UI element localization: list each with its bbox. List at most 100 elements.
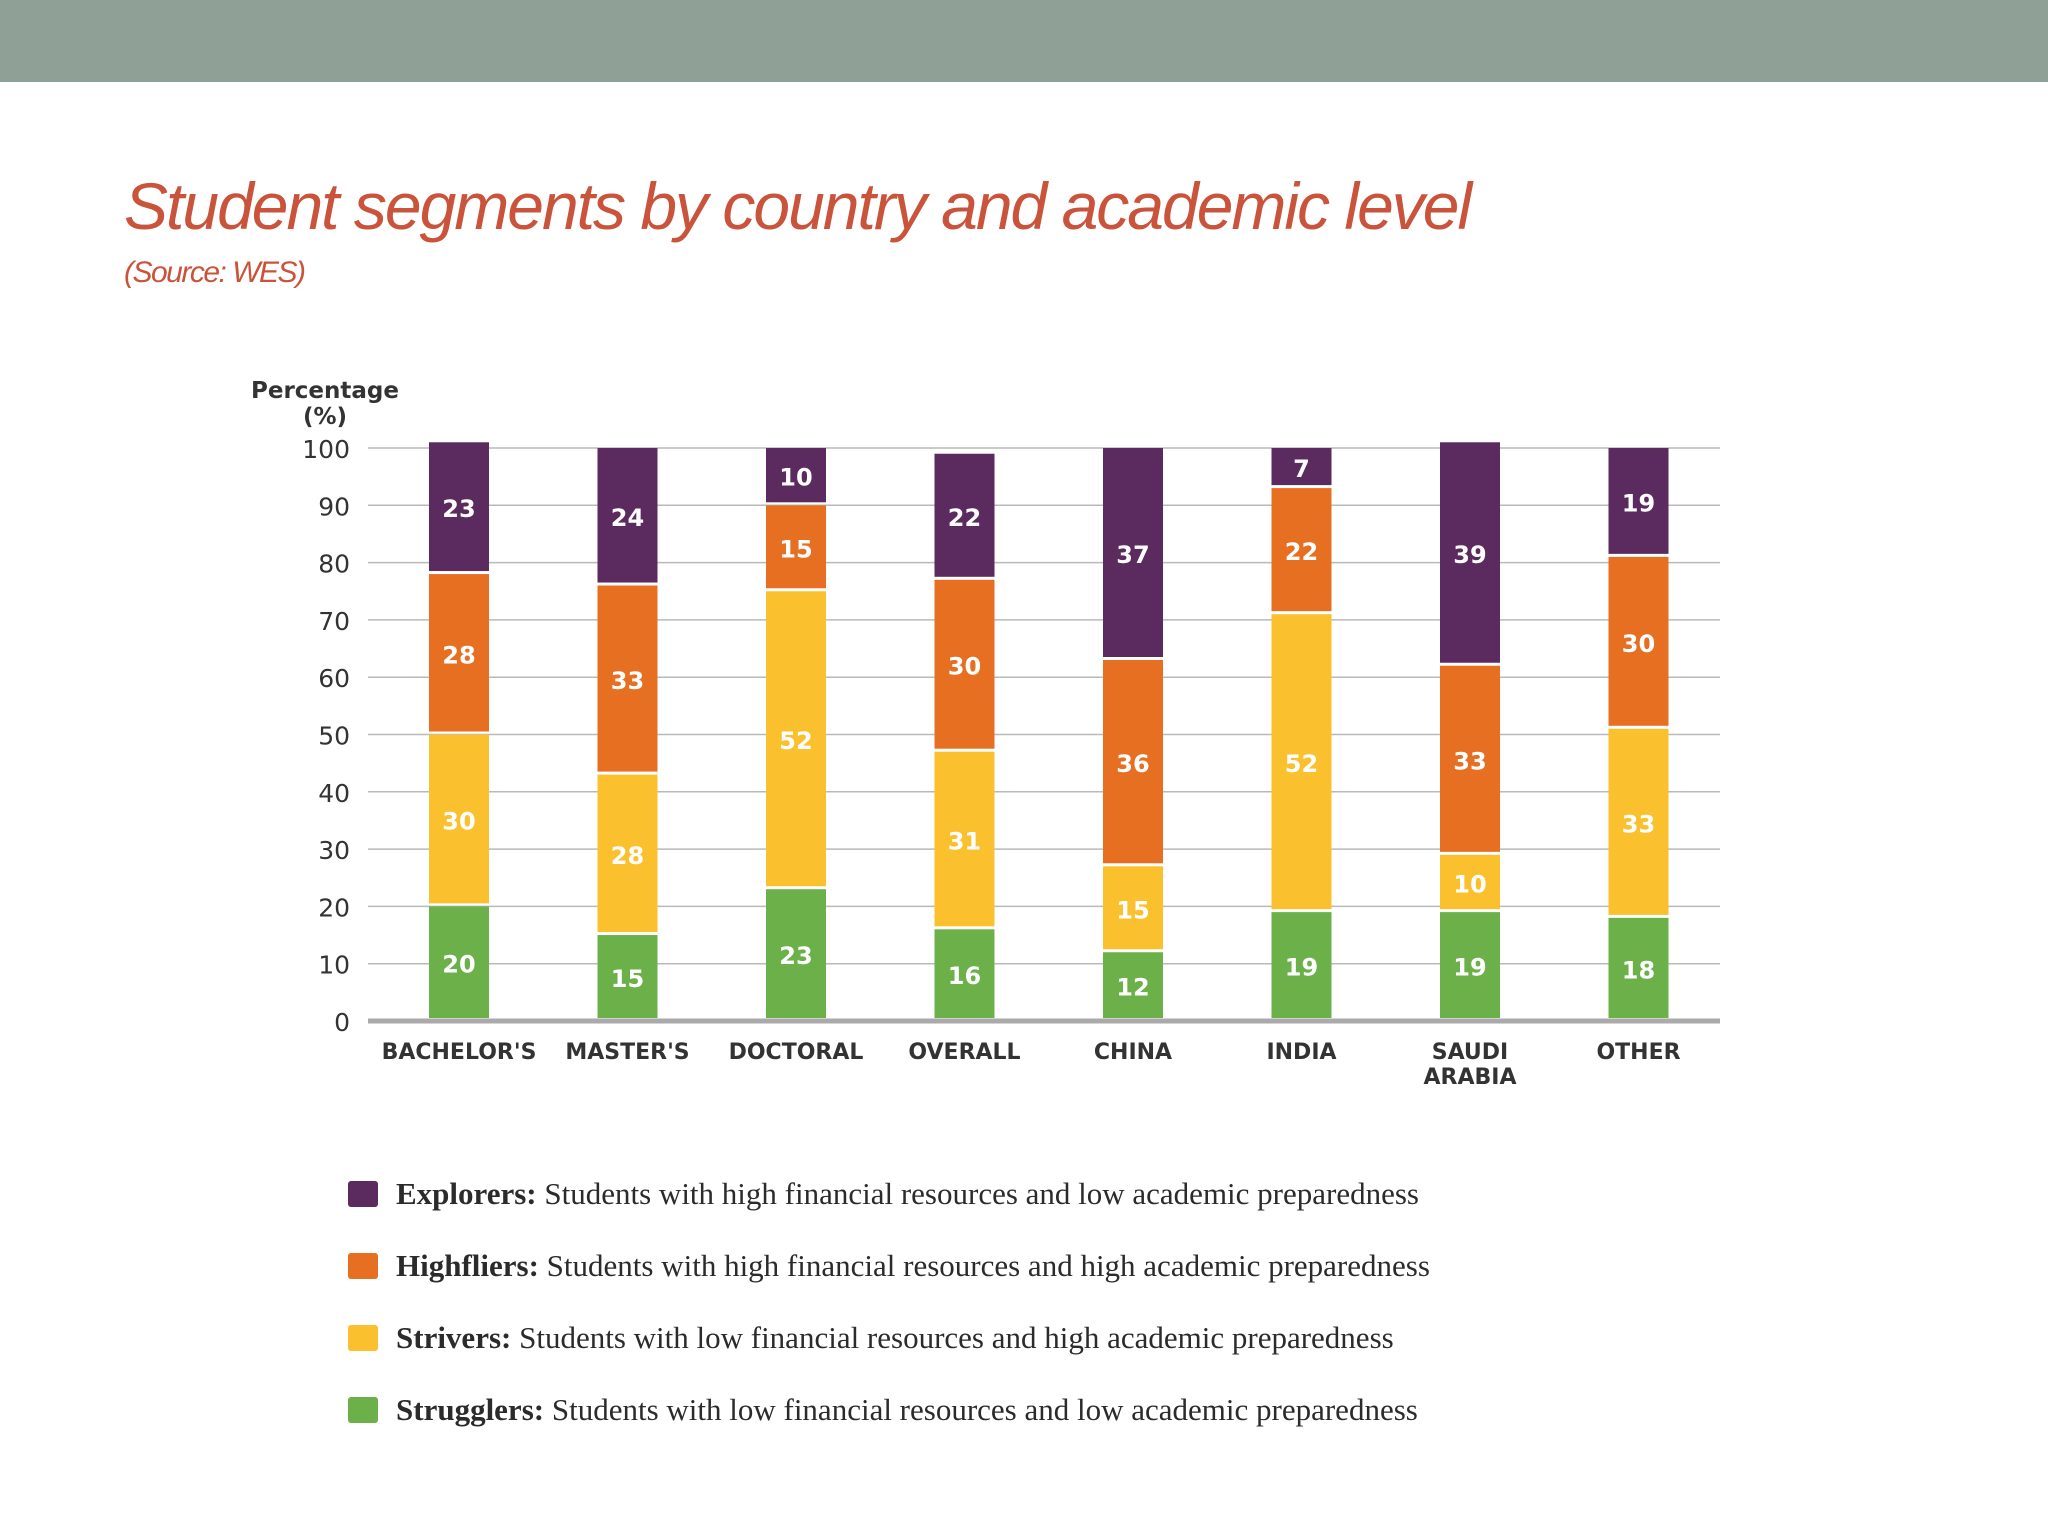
legend-desc-strivers: Students with low financial resources an… [519,1320,1394,1355]
data-label-strugglers-7: 18 [1622,956,1655,984]
y-axis-label-line-2: (%) [303,404,347,430]
data-label-strivers-6: 10 [1453,870,1486,898]
data-label-strugglers-5: 19 [1285,954,1318,982]
bar-highfliers-6 [1440,665,1500,852]
y-tick-label-10: 10 [318,951,350,980]
bar-explorers-6 [1440,442,1500,663]
legend-item-explorers: Explorers: Students with high financial … [348,1158,1748,1230]
legend-swatch-strivers [348,1325,378,1351]
data-label-strugglers-4: 12 [1116,974,1149,1002]
data-label-explorers-1: 24 [611,504,644,532]
y-tick-label-90: 90 [318,492,350,521]
bar-explorers-4 [1103,448,1163,658]
y-tick-label-100: 100 [302,435,350,464]
data-label-strivers-5: 52 [1285,750,1318,778]
stacked-bar-chart: 0 10 20 30 40 50 60 70 80 90 100 Percentage(%) 20 30 2… [251,378,1720,1090]
x-tick-label-5: INDIA [1266,1040,1336,1065]
bar-strivers-5 [1271,614,1332,910]
bar-strivers-0 [429,734,489,904]
data-label-strugglers-0: 20 [442,951,475,979]
bar-explorers-0 [429,442,489,572]
data-label-strivers-1: 28 [611,842,644,870]
bar-strivers-6 [1440,854,1500,910]
top-bar [0,0,2048,82]
x-tick-label-6-line-2: ARABIA [1424,1065,1517,1090]
legend-name-explorers: Explorers: [396,1176,537,1211]
bar-strugglers-5 [1271,912,1332,1018]
data-label-explorers-5: 7 [1293,455,1310,483]
data-label-strivers-7: 33 [1622,810,1655,838]
bar-strivers-3 [934,751,995,927]
data-label-highfliers-3: 30 [948,653,981,681]
slide-subtitle: (Source: WES) [124,256,306,289]
bar-highfliers-3 [934,579,995,749]
data-label-highfliers-1: 33 [611,667,644,695]
x-tick-label-0: BACHELOR'S [382,1040,537,1065]
data-label-highfliers-0: 28 [442,641,475,669]
x-tick-label-3: OVERALL [908,1040,1020,1065]
y-tick-label-80: 80 [318,550,350,579]
bar-strugglers-2 [766,889,826,1018]
bar-strugglers-0 [429,906,489,1018]
legend-name-highfliers: Highfliers: [396,1248,539,1283]
legend-swatch-strugglers [348,1397,378,1423]
data-label-strivers-3: 31 [948,828,981,856]
x-tick-label-1: MASTER'S [565,1040,689,1065]
data-label-explorers-0: 23 [442,495,475,523]
legend-name-strivers: Strivers: [396,1320,512,1355]
data-label-strivers-0: 30 [442,807,475,835]
bar-highfliers-2 [766,505,826,589]
data-label-strugglers-1: 15 [611,965,644,993]
data-label-strivers-4: 15 [1116,896,1149,924]
bar-strivers-2 [766,591,826,887]
y-tick-label-60: 60 [318,664,350,693]
x-tick-label-7: OTHER [1596,1040,1680,1065]
bar-strivers-1 [597,774,658,933]
data-label-strugglers-3: 16 [948,962,981,990]
bar-explorers-1 [597,448,658,583]
y-tick-label-70: 70 [318,607,350,636]
y-tick-label-50: 50 [318,722,350,751]
x-tick-label-4: CHINA [1094,1040,1172,1065]
y-tick-label-30: 30 [318,836,350,865]
bar-explorers-2 [766,448,826,503]
bar-explorers-3 [934,453,995,577]
bar-strugglers-3 [934,929,995,1018]
y-tick-label-0: 0 [334,1008,350,1037]
data-label-strivers-2: 52 [779,727,812,755]
chart-legend: Explorers: Students with high financial … [348,1158,1748,1446]
bar-highfliers-0 [429,574,489,732]
bar-strivers-4 [1103,866,1163,950]
bar-strugglers-6 [1440,912,1500,1018]
data-label-highfliers-4: 36 [1116,750,1149,778]
bar-highfliers-4 [1103,660,1163,864]
bar-strugglers-1 [597,935,658,1018]
data-label-highfliers-7: 30 [1622,630,1655,658]
x-tick-label-6: SAUDI [1432,1040,1509,1065]
y-axis-label-line-1: Percentage [251,378,399,404]
bar-highfliers-5 [1271,488,1332,612]
slide-title: Student segments by country and academic… [124,169,1472,243]
legend-desc-explorers: Students with high financial resources a… [544,1176,1419,1211]
data-label-highfliers-6: 33 [1453,747,1486,775]
legend-desc-strugglers: Students with low financial resources an… [551,1392,1418,1427]
legend-swatch-highfliers [348,1253,378,1279]
legend-item-highfliers: Highfliers: Students with high financial… [348,1230,1748,1302]
data-label-explorers-6: 39 [1453,541,1486,569]
legend-name-strugglers: Strugglers: [396,1392,545,1427]
x-tick-label-2: DOCTORAL [729,1040,864,1065]
data-label-highfliers-5: 22 [1285,538,1318,566]
bar-strivers-7 [1608,728,1669,915]
data-label-explorers-4: 37 [1116,541,1149,569]
bar-explorers-5 [1271,448,1332,486]
bar-strugglers-4 [1103,952,1163,1018]
data-label-strugglers-6: 19 [1453,954,1486,982]
bar-highfliers-7 [1608,556,1669,726]
data-label-highfliers-2: 15 [779,535,812,563]
legend-swatch-explorers [348,1181,378,1207]
bar-highfliers-1 [597,585,658,772]
legend-item-strugglers: Strugglers: Students with low financial … [348,1374,1748,1446]
data-label-strugglers-2: 23 [779,942,812,970]
data-label-explorers-7: 19 [1622,489,1655,517]
bar-strugglers-7 [1608,917,1669,1018]
